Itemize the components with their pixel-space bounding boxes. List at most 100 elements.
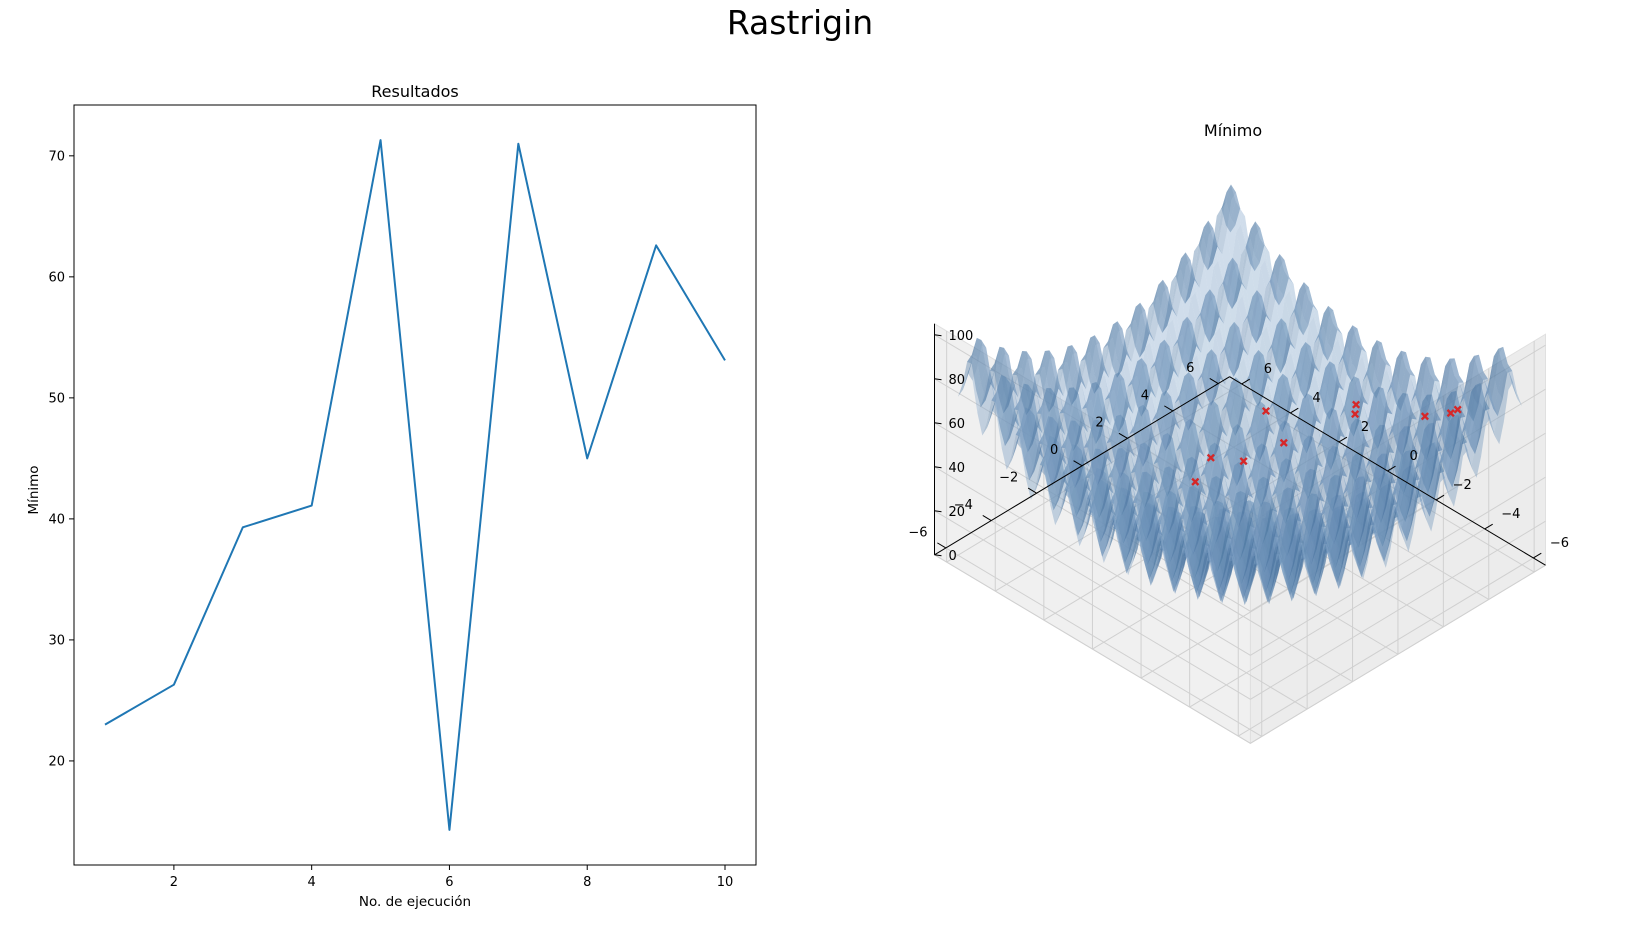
surface-patch [1235,548,1245,590]
surface-patch [1413,401,1423,458]
surface-patch [1323,509,1334,562]
surface-patch [1194,519,1204,568]
surface-patch [1337,454,1347,499]
surface-patch [1241,261,1252,291]
surface-patch [1163,368,1174,397]
surface-patch [1154,529,1164,548]
surface-patch [1283,487,1293,493]
surface-patch [1312,560,1323,590]
surface-patch [1050,413,1061,446]
surface-patch [1219,516,1229,543]
surface-patch [1103,456,1113,478]
surface-patch [1113,478,1123,524]
surface-patch [1266,326,1277,366]
surface-patch [1252,447,1263,480]
surface-patch [1079,492,1089,534]
surface-patch [1185,275,1195,304]
surface-patch [1159,531,1169,575]
surface-patch [1257,333,1267,386]
surface-patch [1407,465,1417,488]
line-chart-ylabel: Mínimo [26,465,42,514]
surface-patch [1300,543,1310,581]
surface-patch [1123,378,1133,415]
surface-patch [1328,305,1338,327]
surface-patch [1258,529,1268,569]
surface-patch [1395,432,1405,463]
surface-patch [1307,514,1317,542]
surface-patch [1156,532,1166,552]
surface-patch [1302,544,1312,582]
surface-patch [1088,438,1098,472]
surface-patch [1198,398,1208,440]
surface-patch [1286,323,1296,371]
surface-patch [1197,489,1207,511]
surface-patch [1248,486,1258,526]
surface-patch [1146,495,1156,531]
surface-patch [1426,447,1436,499]
surface-patch [1314,473,1324,517]
surface-patch [1263,355,1273,404]
surface-patch [1329,507,1339,544]
surface-patch [1158,506,1168,553]
surface-patch [1318,464,1328,502]
surface-patch [1307,497,1318,551]
surface-patch [1332,550,1342,583]
surface-patch [1257,545,1268,587]
surface-patch [1217,192,1227,241]
surface-patch [1162,279,1173,307]
surface-patch [1374,477,1384,507]
surface-patch [1387,481,1397,527]
surface-patch [1219,518,1230,545]
surface-patch [1225,531,1235,568]
surface-patch [1190,418,1200,446]
surface-patch [1357,548,1367,578]
surface-patch [1236,246,1246,287]
surface-patch [1051,394,1061,427]
surface-patch [1133,505,1144,550]
surface-patch [1229,358,1239,377]
surface-patch [1298,318,1309,336]
surface-patch [1257,517,1267,543]
surface-patch [1150,531,1160,573]
surface-patch [1343,368,1354,419]
x-tick-mark [1435,494,1445,501]
surface-patch [1412,465,1422,508]
surface-patch [1322,408,1332,436]
surface-patch [1308,509,1319,557]
surface-patch [1203,545,1213,563]
surface-patch [1116,478,1127,516]
surface-patch [1307,393,1317,415]
surface-patch [1155,531,1165,551]
surface-patch [1430,442,1440,464]
surface-patch [1163,433,1173,441]
surface-patch [1273,393,1283,424]
surface-patch [1115,414,1126,456]
surface-patch [1140,502,1150,526]
surface-patch [1310,374,1321,401]
y-tick-label: 6 [1186,361,1194,376]
surface-patch [1027,390,1037,438]
surface-patch [1412,418,1422,453]
surface-patch [1127,375,1137,387]
surface-patch [1210,296,1220,334]
surface-patch [1018,382,1028,430]
surface-patch [1498,346,1508,366]
surface-patch [1356,420,1366,452]
surface-patch [1257,443,1267,451]
surface-patch [1059,404,1069,414]
surface-patch [1025,407,1035,416]
surface-patch [1132,358,1142,379]
surface-patch [1258,524,1268,565]
surface-patch [1236,491,1246,496]
surface-patch [1144,314,1154,351]
surface-patch [1332,498,1342,551]
surface-patch [1172,319,1183,362]
surface-patch [1330,436,1341,470]
surface-patch [1365,514,1376,532]
surface-patch [1343,332,1353,369]
surface-patch [1411,473,1421,493]
surface-patch [1398,393,1408,401]
surface-patch [1307,493,1317,498]
surface-patch [1424,428,1434,483]
surface-patch [1241,229,1251,279]
